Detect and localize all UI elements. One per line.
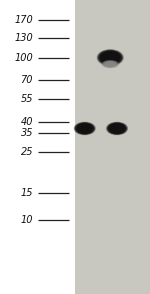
- Text: 55: 55: [21, 94, 33, 104]
- Text: 25: 25: [21, 147, 33, 157]
- Ellipse shape: [99, 50, 122, 65]
- Ellipse shape: [101, 60, 120, 68]
- Ellipse shape: [114, 126, 120, 131]
- Ellipse shape: [82, 126, 87, 131]
- Ellipse shape: [106, 62, 115, 66]
- Text: 15: 15: [21, 188, 33, 198]
- Ellipse shape: [105, 61, 116, 67]
- Ellipse shape: [108, 123, 126, 134]
- Ellipse shape: [103, 61, 117, 67]
- Ellipse shape: [107, 122, 127, 135]
- Ellipse shape: [100, 51, 121, 64]
- Ellipse shape: [102, 60, 119, 68]
- Ellipse shape: [106, 55, 114, 61]
- Ellipse shape: [102, 52, 119, 63]
- Ellipse shape: [74, 122, 96, 135]
- Ellipse shape: [111, 124, 123, 133]
- Ellipse shape: [82, 126, 88, 131]
- Ellipse shape: [79, 125, 91, 132]
- Bar: [75, 0, 150, 294]
- Ellipse shape: [98, 50, 122, 65]
- Ellipse shape: [104, 61, 117, 67]
- Ellipse shape: [107, 55, 114, 60]
- Ellipse shape: [106, 62, 115, 66]
- Ellipse shape: [80, 126, 89, 131]
- Ellipse shape: [110, 124, 124, 133]
- Ellipse shape: [97, 49, 123, 66]
- Ellipse shape: [107, 63, 113, 66]
- Ellipse shape: [78, 124, 91, 133]
- Ellipse shape: [102, 52, 118, 63]
- Ellipse shape: [105, 61, 116, 67]
- Ellipse shape: [112, 125, 122, 132]
- Ellipse shape: [77, 123, 93, 133]
- Ellipse shape: [102, 60, 119, 68]
- Ellipse shape: [108, 123, 126, 134]
- Ellipse shape: [98, 50, 123, 66]
- Text: 70: 70: [21, 75, 33, 85]
- Ellipse shape: [97, 49, 124, 66]
- Ellipse shape: [79, 125, 90, 132]
- Ellipse shape: [107, 62, 114, 66]
- Ellipse shape: [111, 125, 123, 132]
- Ellipse shape: [105, 54, 116, 61]
- Ellipse shape: [114, 126, 120, 131]
- Ellipse shape: [111, 125, 123, 132]
- Ellipse shape: [76, 123, 93, 134]
- Ellipse shape: [107, 62, 114, 66]
- Ellipse shape: [112, 125, 122, 132]
- Ellipse shape: [80, 125, 90, 132]
- Ellipse shape: [78, 124, 92, 133]
- Ellipse shape: [104, 61, 116, 67]
- Ellipse shape: [104, 54, 116, 62]
- Ellipse shape: [81, 126, 89, 131]
- Ellipse shape: [74, 122, 96, 135]
- Ellipse shape: [81, 126, 88, 131]
- Ellipse shape: [106, 54, 115, 61]
- Ellipse shape: [108, 123, 126, 134]
- Text: 100: 100: [14, 53, 33, 63]
- Ellipse shape: [108, 63, 112, 65]
- Text: 170: 170: [14, 15, 33, 25]
- Ellipse shape: [75, 123, 94, 134]
- Ellipse shape: [99, 51, 121, 65]
- Ellipse shape: [110, 124, 124, 133]
- Ellipse shape: [106, 122, 128, 135]
- Ellipse shape: [108, 63, 113, 66]
- Ellipse shape: [101, 51, 120, 64]
- Ellipse shape: [109, 123, 125, 133]
- Ellipse shape: [114, 126, 120, 131]
- Ellipse shape: [106, 122, 128, 135]
- Ellipse shape: [107, 55, 113, 60]
- Text: 10: 10: [21, 215, 33, 225]
- Ellipse shape: [113, 126, 121, 131]
- Ellipse shape: [75, 122, 95, 135]
- Ellipse shape: [113, 126, 121, 131]
- Ellipse shape: [77, 124, 92, 133]
- Ellipse shape: [100, 51, 120, 64]
- Ellipse shape: [104, 53, 117, 62]
- Ellipse shape: [77, 123, 93, 133]
- Ellipse shape: [74, 122, 95, 135]
- Ellipse shape: [103, 61, 117, 67]
- Ellipse shape: [101, 60, 119, 68]
- Ellipse shape: [105, 62, 115, 66]
- Ellipse shape: [106, 62, 114, 66]
- Ellipse shape: [103, 53, 118, 63]
- Ellipse shape: [80, 125, 89, 132]
- Ellipse shape: [76, 123, 94, 134]
- Ellipse shape: [103, 53, 117, 62]
- Ellipse shape: [109, 123, 125, 133]
- Ellipse shape: [103, 61, 118, 68]
- Text: 40: 40: [21, 117, 33, 127]
- Text: 35: 35: [21, 128, 33, 138]
- Ellipse shape: [101, 52, 119, 64]
- Text: 130: 130: [14, 33, 33, 43]
- Ellipse shape: [107, 122, 127, 135]
- Ellipse shape: [102, 61, 118, 68]
